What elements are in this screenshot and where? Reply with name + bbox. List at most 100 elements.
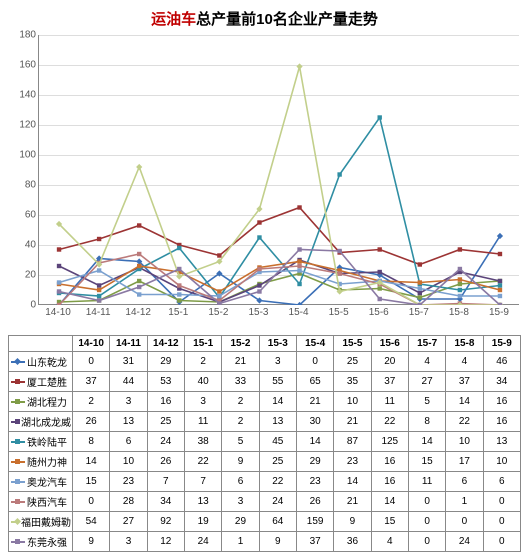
table-cell: 13	[483, 432, 520, 452]
legend-swatch	[11, 381, 25, 383]
series-marker	[97, 268, 101, 272]
series-marker	[498, 288, 502, 292]
table-cell: 26	[147, 452, 184, 472]
table-cell: 24	[446, 532, 483, 552]
table-cell: 65	[296, 372, 333, 392]
table-cell: 8	[408, 412, 445, 432]
table-cell: 125	[371, 432, 408, 452]
x-tick-label: 15-9	[489, 307, 509, 318]
table-cell: 27	[110, 512, 147, 532]
table-cell: 0	[483, 512, 520, 532]
table-col-header: 15-6	[371, 336, 408, 352]
table-cell: 24	[259, 492, 296, 512]
line-series-svg	[39, 35, 520, 305]
series-marker	[257, 235, 261, 239]
series-marker	[337, 249, 341, 253]
table-col-header: 14-11	[110, 336, 147, 352]
legend-swatch	[11, 401, 25, 403]
legend-swatch	[11, 541, 25, 543]
y-tick-label: 0	[30, 300, 36, 311]
table-cell: 29	[296, 452, 333, 472]
table-cell: 11	[184, 412, 221, 432]
table-cell: 14	[73, 452, 110, 472]
x-tick-label: 15-6	[369, 307, 389, 318]
table-cell: 0	[408, 512, 445, 532]
table-cell: 29	[147, 352, 184, 372]
series-marker	[498, 252, 502, 256]
table-row: 陕西汽车0283413324262114010	[9, 492, 521, 512]
series-name: 随州力神	[27, 454, 67, 469]
y-tick-label: 80	[25, 180, 36, 191]
legend-cell: 湖北成龙威	[9, 412, 73, 432]
table-cell: 16	[147, 392, 184, 412]
table-cell: 14	[371, 492, 408, 512]
table-cell: 4	[371, 532, 408, 552]
table-cell: 0	[73, 492, 110, 512]
table-row: 福田戴姆勒542792192964159915000	[9, 512, 521, 532]
series-marker	[378, 270, 382, 274]
y-axis: 020406080100120140160180	[8, 35, 38, 305]
series-marker	[176, 273, 182, 279]
series-marker	[136, 164, 142, 170]
table-cell: 21	[296, 392, 333, 412]
table-cell: 35	[334, 372, 371, 392]
title-mid: 总产量前10名企业产量走势	[196, 11, 378, 28]
series-marker	[418, 291, 422, 295]
series-name: 福田戴姆勒	[21, 514, 71, 529]
series-marker	[498, 294, 502, 298]
table-cell: 24	[184, 532, 221, 552]
series-marker	[137, 252, 141, 256]
table-cell: 6	[110, 432, 147, 452]
table-cell: 7	[147, 472, 184, 492]
table-cell: 8	[73, 432, 110, 452]
series-marker	[137, 279, 141, 283]
series-marker	[418, 286, 422, 290]
table-cell: 4	[446, 352, 483, 372]
table-cell: 37	[446, 372, 483, 392]
legend-swatch	[11, 501, 25, 503]
series-marker	[97, 294, 101, 298]
table-cell: 11	[371, 392, 408, 412]
table-header-row: 14-1014-1114-1215-115-215-315-415-515-61…	[9, 336, 521, 352]
table-cell: 27	[408, 372, 445, 392]
table-cell: 1	[222, 532, 259, 552]
series-marker	[137, 292, 141, 296]
table-cell: 15	[73, 472, 110, 492]
table-row: 湖北成龙威2613251121330212282216	[9, 412, 521, 432]
x-tick-label: 15-1	[168, 307, 188, 318]
table-cell: 25	[259, 452, 296, 472]
series-marker	[57, 247, 61, 251]
y-tick-label: 60	[25, 210, 36, 221]
series-marker	[297, 205, 301, 209]
legend-swatch	[11, 461, 25, 463]
legend-swatch	[11, 521, 19, 523]
table-cell: 92	[147, 512, 184, 532]
series-marker	[297, 264, 301, 268]
series-marker	[177, 267, 181, 271]
table-cell: 25	[147, 412, 184, 432]
table-cell: 25	[334, 352, 371, 372]
table-cell: 5	[408, 392, 445, 412]
table-corner-cell	[9, 336, 73, 352]
table-cell: 16	[483, 392, 520, 412]
x-tick-label: 15-4	[289, 307, 309, 318]
chart-title: 运油车总产量前10名企业产量走势	[8, 8, 521, 29]
series-marker	[378, 297, 382, 301]
series-marker	[97, 298, 101, 302]
table-cell: 2	[184, 352, 221, 372]
series-marker	[137, 264, 141, 268]
series-name: 厦工楚胜	[27, 374, 67, 389]
series-marker	[458, 282, 462, 286]
series-marker	[57, 280, 61, 284]
table-cell: 9	[334, 512, 371, 532]
table-cell: 26	[296, 492, 333, 512]
table-cell: 22	[184, 452, 221, 472]
table-cell: 7	[184, 472, 221, 492]
table-cell: 26	[73, 412, 110, 432]
series-marker	[297, 268, 301, 272]
series-marker	[337, 271, 341, 275]
series-marker	[498, 283, 502, 287]
legend-cell: 随州力神	[9, 452, 73, 472]
series-marker	[337, 172, 341, 176]
table-cell: 0	[296, 352, 333, 372]
